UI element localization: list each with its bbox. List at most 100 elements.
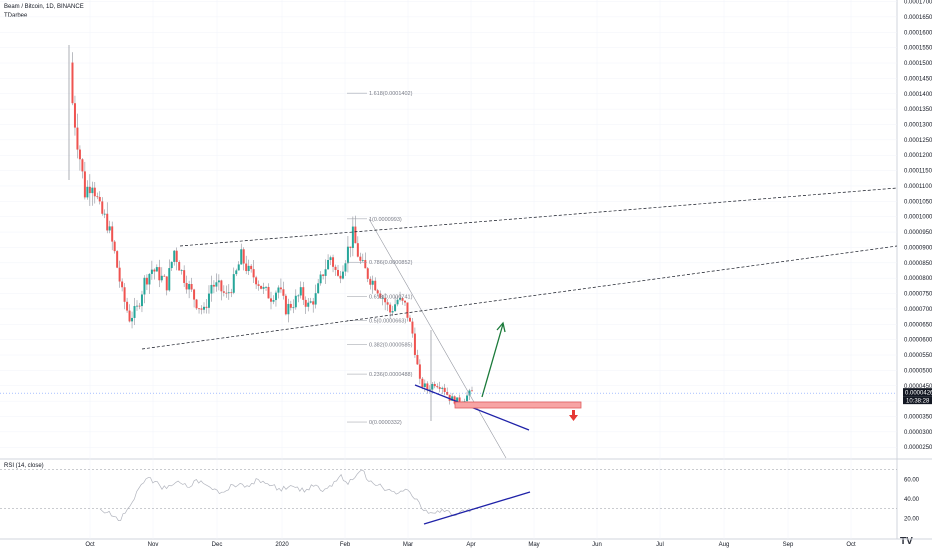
candle-body [227,292,230,294]
time-tick-label: Dec [212,542,223,548]
candle-body [150,269,153,274]
price-tick-label: 0.0001100 [904,184,932,190]
price-tick-label: 0.0001000 [904,215,932,221]
bearish-arrow-head-icon [569,415,578,421]
fib-trend-line [368,218,507,459]
candle-body [210,284,213,294]
candle-body [133,306,136,318]
candle-body [466,395,469,402]
candle-body [317,283,320,294]
candle-body [212,284,215,287]
candle-body [232,274,235,293]
candle-body [361,259,364,261]
candle-body [468,390,471,396]
candle-body [354,226,357,244]
fib-level-label: 1.618(0.0001402) [369,91,413,97]
price-tick-label: 0.0000800 [904,276,932,282]
candle-body [91,187,94,194]
candle-body [83,171,86,198]
last-price-value: 0.0000426 [905,391,932,397]
candle-body [242,249,245,264]
candle-body [76,127,79,150]
price-tick-label: 0.0001200 [904,153,932,159]
tradingview-logo-icon: TV [900,536,913,547]
price-tick-label: 0.0001700 [904,0,932,6]
candle-body [136,305,138,307]
candle-body [463,401,466,402]
candle-body [369,278,372,285]
rsi-tick-label: 40.00 [904,497,920,503]
fib-level-label: 0(0.0000332) [369,420,402,426]
fib-level-label: 0.786(0.0000852) [369,260,413,266]
price-tick-label: 0.0001650 [904,15,932,21]
fib-level-label: 0.236(0.0000488) [369,372,413,378]
candle-body [198,308,201,310]
candle-body [118,267,121,282]
candle-body [88,186,91,194]
candle-body [168,268,171,291]
candle-body [265,286,268,288]
candle-body [217,280,220,283]
candle-body [334,266,337,270]
time-tick-label: May [528,542,539,548]
candle-body [235,270,238,275]
rsi-line [99,469,473,521]
time-tick-label: 2020 [275,542,289,548]
bullish-arrow-head-icon [496,321,506,333]
author-name[interactable]: TDarbee [4,13,28,19]
candle-body [394,304,397,312]
candle-body [471,390,473,392]
candle-body [138,305,141,307]
candle-body [245,263,248,272]
candle-body [386,302,389,305]
candle-body [123,287,126,302]
candle-body [289,303,292,308]
candle-body [366,268,369,279]
candle-countdown: 10:38:28 [906,399,930,405]
candle-body [225,292,228,294]
bullish-arrow-line [481,323,504,398]
candle-body [426,383,429,390]
rsi-tick-label: 20.00 [904,517,920,523]
candle-body [222,291,225,293]
candle-body [406,302,409,318]
candle-body [307,302,310,307]
price-tick-label: 0.0000900 [904,245,932,251]
candle-body [446,391,449,395]
price-tick-label: 0.0000950 [904,230,932,236]
rsi-tick-label: 60.00 [904,478,920,484]
candle-body [344,263,347,272]
price-tick-label: 0.0001600 [904,30,932,36]
candle-body [428,389,431,391]
candle-body [260,285,263,289]
candle-body [413,333,416,355]
candle-body [240,249,243,265]
channel-upper-line [179,187,898,247]
candle-body [101,201,104,214]
candle-body [312,301,315,305]
candle-body [128,310,131,322]
candle-body [408,317,411,322]
candle-body [359,256,362,261]
candle-body [391,311,394,313]
candle-body [116,251,119,268]
candle-body [203,306,205,310]
candle-body [188,284,191,290]
candle-body [451,396,454,401]
channel-lower-line [141,245,898,350]
candle-body [165,276,168,291]
candle-body [322,274,325,276]
candle-body [272,300,275,302]
candle-body [346,246,349,264]
candle-body [292,307,295,309]
candle-body [78,149,81,160]
candle-body [341,271,344,279]
candle-body [73,103,76,128]
candle-body [433,383,436,387]
rsi-indicator-label[interactable]: RSI (14, close) [4,463,44,469]
candle-body [86,186,89,198]
fib-level-label: 0.618(0.0000741) [369,294,413,300]
time-tick-label: Oct [85,542,95,548]
candle-body [441,387,444,389]
